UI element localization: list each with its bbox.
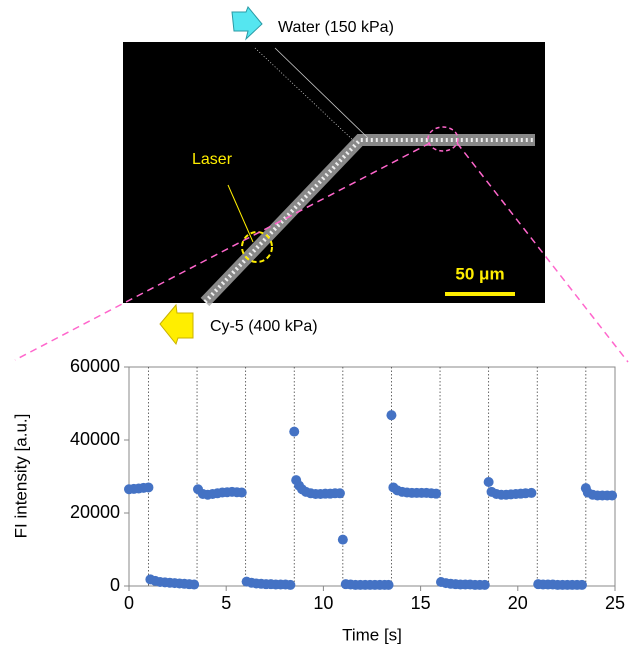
x-axis-label: Time [s] <box>342 625 402 644</box>
y-tick-label: 60000 <box>70 356 120 376</box>
data-point <box>526 487 537 498</box>
x-tick-label: 25 <box>605 593 625 613</box>
data-point <box>383 579 394 590</box>
plot-frame <box>128 366 616 587</box>
data-point <box>431 488 442 499</box>
x-tick-label: 20 <box>508 593 528 613</box>
y-tick-label: 40000 <box>70 429 120 449</box>
water-label: Water (150 kPa) <box>278 19 394 36</box>
laser-pointer <box>227 184 254 243</box>
data-point <box>607 490 618 501</box>
data-point <box>285 579 296 590</box>
x-tick-label: 0 <box>124 593 134 613</box>
data-point <box>483 476 494 487</box>
zoom-line <box>14 142 431 361</box>
data-point <box>289 426 300 437</box>
data-point <box>386 410 397 421</box>
data-point <box>479 579 490 590</box>
y-tick-label: 20000 <box>70 502 120 522</box>
data-point <box>236 487 247 498</box>
channel-texture <box>203 138 535 304</box>
data-point <box>576 579 587 590</box>
guide-line <box>254 47 356 143</box>
zoom-circle <box>427 126 459 152</box>
laser-circle <box>241 231 273 263</box>
water-arrow <box>231 6 263 41</box>
data-point <box>337 534 348 545</box>
cy5-arrow <box>159 303 194 346</box>
x-tick-label: 15 <box>411 593 431 613</box>
x-tick-label: 10 <box>313 593 333 613</box>
scale-label: 50 μm <box>455 264 504 283</box>
y-tick-label: 0 <box>110 575 120 595</box>
data-point <box>143 482 154 493</box>
data-point <box>189 579 200 590</box>
x-tick-label: 5 <box>221 593 231 613</box>
laser-label: Laser <box>192 151 233 168</box>
data-point <box>334 488 345 499</box>
y-axis-label: FI intensity [a.u.] <box>11 414 30 539</box>
cy5-label: Cy-5 (400 kPa) <box>210 318 318 335</box>
guide-line <box>274 47 369 139</box>
chart: FI intensity [a.u.] Time [s] 0 20000 40000… <box>11 356 625 645</box>
zoom-line <box>456 142 629 363</box>
